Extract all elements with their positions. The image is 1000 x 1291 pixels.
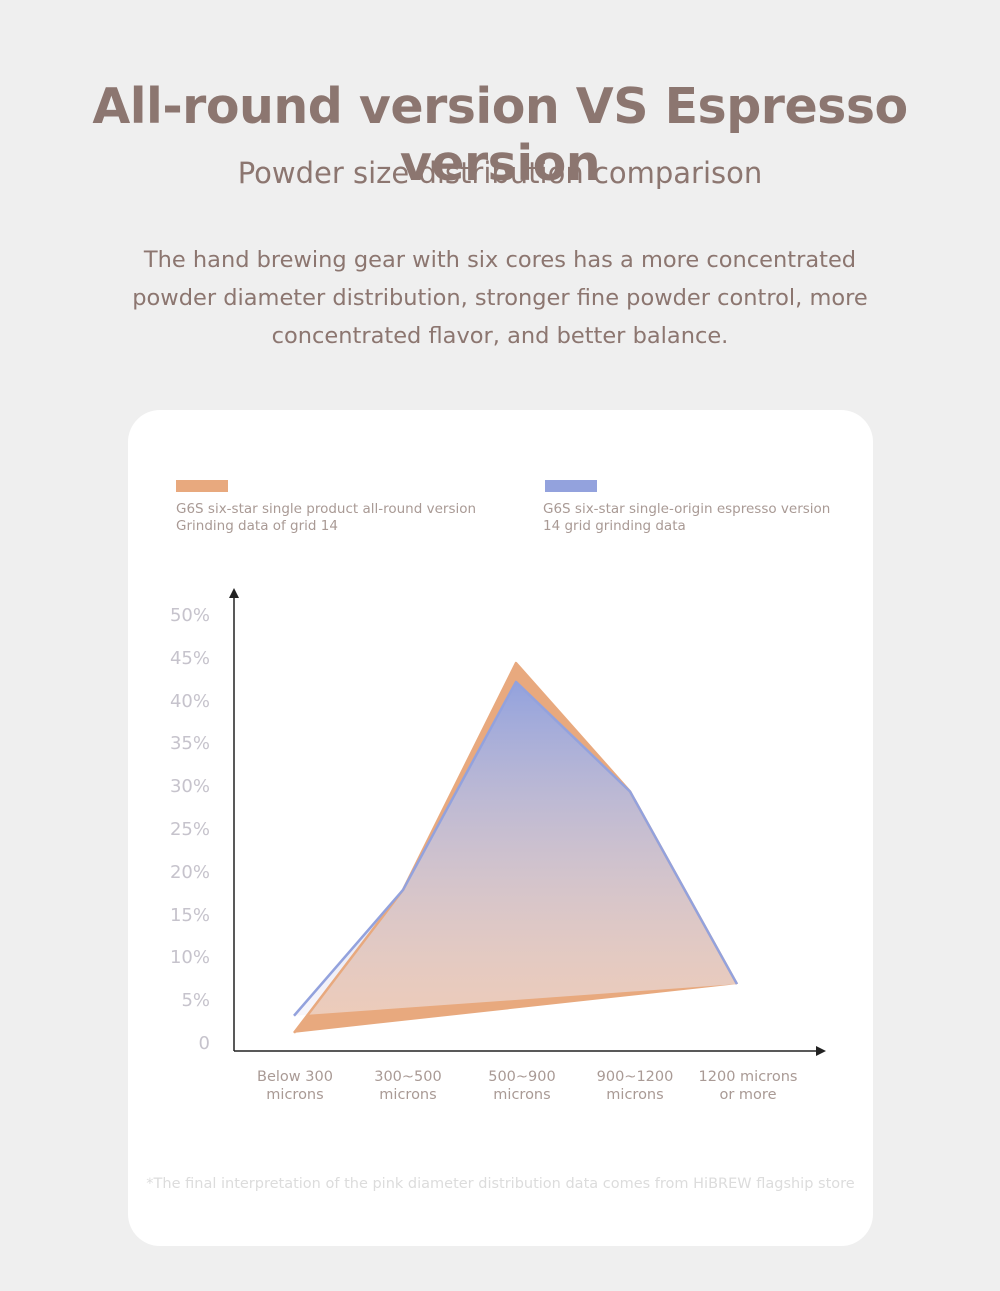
y-tick-label: 50% xyxy=(169,605,210,626)
legend-label-all-round: G6S six-star single product all-round ve… xyxy=(176,501,496,535)
legend-label-all-round-line1: G6S six-star single product all-round ve… xyxy=(176,501,477,517)
x-tick-line: 1200 microns xyxy=(698,1069,798,1085)
footnote: *The final interpretation of the pink di… xyxy=(146,1176,855,1192)
x-tick-line: Below 300 xyxy=(257,1069,333,1085)
x-tick-line: microns xyxy=(493,1087,551,1103)
y-tick-label: 0 xyxy=(198,1033,210,1054)
legend-label-espresso-line1: G6S six-star single-origin espresso vers… xyxy=(543,501,831,517)
y-tick-label: 5% xyxy=(181,990,210,1011)
legend-label-espresso: G6S six-star single-origin espresso vers… xyxy=(543,501,863,535)
y-tick-label: 45% xyxy=(169,648,210,669)
legend-swatch-espresso xyxy=(545,480,597,492)
x-tick-line: microns xyxy=(379,1087,437,1103)
page-title: All-round version VS Espresso version xyxy=(92,78,908,192)
x-tick-line: 900~1200 xyxy=(596,1069,674,1085)
x-tick-line: or more xyxy=(719,1087,777,1103)
series-area-espresso xyxy=(294,681,737,1016)
y-tick-label: 35% xyxy=(169,733,210,754)
y-tick-label: 10% xyxy=(169,947,210,968)
y-tick-label: 40% xyxy=(169,691,210,712)
legend-label-all-round-line2: Grinding data of grid 14 xyxy=(176,518,338,534)
page-subtitle: Powder size distribution comparison xyxy=(237,156,763,190)
x-tick-line: microns xyxy=(266,1087,324,1103)
series-line-espresso xyxy=(293,680,739,1017)
x-axis-arrow-icon xyxy=(816,1046,826,1056)
x-tick-line: 300~500 xyxy=(374,1069,442,1085)
y-tick-label: 25% xyxy=(169,819,210,840)
y-axis-arrow-icon xyxy=(229,588,239,598)
x-tick-line: microns xyxy=(606,1087,664,1103)
description-text: The hand brewing gear with six cores has… xyxy=(132,247,868,349)
legend-swatch-all-round xyxy=(176,480,228,492)
legend-label-espresso-line2: 14 grid grinding data xyxy=(543,518,686,534)
x-tick-label: 500~900 microns xyxy=(462,1068,582,1104)
x-tick-label: 900~1200 microns xyxy=(575,1068,695,1104)
x-tick-label: Below 300 microns xyxy=(235,1068,355,1104)
x-tick-label: 300~500 microns xyxy=(348,1068,468,1104)
y-tick-label: 30% xyxy=(169,776,210,797)
x-tick-line: 500~900 xyxy=(488,1069,556,1085)
y-tick-label: 20% xyxy=(169,862,210,883)
y-tick-label: 15% xyxy=(169,905,210,926)
x-tick-label: 1200 microns or more xyxy=(688,1068,808,1104)
